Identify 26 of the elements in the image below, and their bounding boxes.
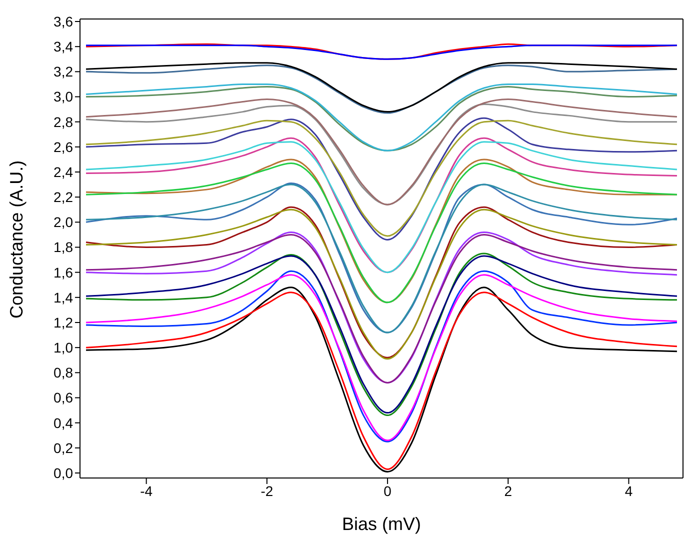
y-tick-label: 1,6 [54,264,74,280]
y-axis-title: Conductance (A.U.) [6,160,26,318]
y-tick-label: 3,2 [54,64,74,80]
y-tick-label: 2,4 [54,164,74,180]
y-tick-label: 0,8 [54,364,74,381]
y-tick-label: 0,6 [54,390,74,406]
y-tick-label: 1,8 [54,239,74,256]
y-tick-label: 2,0 [54,214,74,230]
x-tick-label: 4 [624,482,633,499]
x-tick-label: -2 [260,482,274,499]
x-tick-label: -4 [140,482,153,499]
y-tick-label: 1,4 [54,289,74,306]
y-tick-label: 3,6 [54,13,74,30]
y-tick-label: 0,4 [54,414,74,431]
y-tick-label: 3,4 [54,38,74,55]
y-tick-label: 2,2 [54,189,74,206]
y-tick-label: 1,2 [54,314,74,330]
y-tick-label: 1,0 [54,340,74,356]
x-tick-label: 2 [504,482,512,499]
x-axis-title: Bias (mV) [342,514,422,534]
x-tick-label: 0 [384,482,392,499]
y-tick-label: 0,2 [54,440,74,456]
y-tick-label: 3,0 [54,88,74,105]
y-tick-label: 2,8 [54,114,74,130]
y-tick-label: 2,6 [54,138,74,155]
y-tick-label: 0,0 [54,464,74,481]
